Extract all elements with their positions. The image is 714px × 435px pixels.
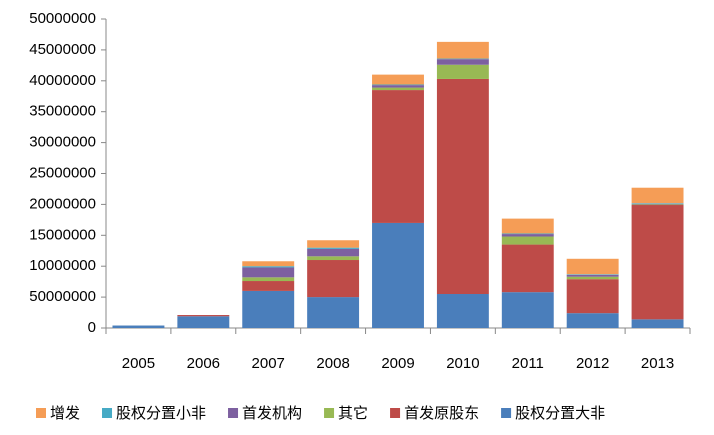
bar-segment <box>631 205 684 320</box>
bar-segment <box>242 277 295 282</box>
bar-segment <box>307 240 360 248</box>
bar-segment <box>501 292 554 328</box>
bar-segment <box>177 315 230 317</box>
y-tick-label: 30000000 <box>29 134 96 151</box>
y-tick-label: 50000000 <box>29 10 96 27</box>
legend-label: 首发机构 <box>242 405 302 422</box>
bar-segment <box>566 279 619 314</box>
x-tick-label: 2013 <box>641 355 674 372</box>
bar-segment <box>566 274 619 275</box>
bar-segment <box>242 261 295 267</box>
y-tick-label: 20000000 <box>29 195 96 212</box>
bar-segment <box>566 276 619 280</box>
y-tick-label: 50000000 <box>29 288 96 305</box>
bar-segment <box>501 236 554 245</box>
x-tick-label: 2010 <box>446 355 479 372</box>
bar-segment <box>372 85 424 88</box>
x-tick-label: 2005 <box>122 355 155 372</box>
bar-segment <box>307 256 360 261</box>
bar-segment <box>307 297 360 328</box>
bar-segment <box>372 84 424 86</box>
bar-segment <box>307 248 360 257</box>
bar-segment <box>566 313 619 328</box>
bar-segment <box>242 266 295 268</box>
y-tick-label: 10000000 <box>29 257 96 274</box>
x-tick-label: 2008 <box>316 355 349 372</box>
bar-segment <box>436 41 489 59</box>
x-tick-label: 2007 <box>252 355 285 372</box>
legend-label: 增发 <box>50 405 80 422</box>
bar-segment <box>242 267 295 278</box>
bar-segment <box>372 74 424 85</box>
bar-segment <box>566 274 619 277</box>
bar-segment <box>372 87 424 91</box>
bar-segment <box>436 58 489 60</box>
bar-segment <box>372 90 424 223</box>
y-tick-label: 45000000 <box>29 41 96 58</box>
bar-segment <box>112 325 165 328</box>
x-tick-label: 2011 <box>512 355 544 372</box>
x-tick-label: 2006 <box>187 355 220 372</box>
legend-label: 股权分置小非 <box>116 405 206 422</box>
bar-segment <box>501 244 554 293</box>
y-tick-label: 35000000 <box>29 103 96 120</box>
legend-swatch <box>324 408 335 418</box>
bar-segment <box>631 203 684 205</box>
bar-segment <box>177 316 230 328</box>
x-tick-label: 2012 <box>576 355 609 372</box>
bar-segment <box>631 319 684 328</box>
bar-segment <box>566 258 619 275</box>
y-tick-label: 40000000 <box>29 72 96 89</box>
bar-segment <box>436 59 489 65</box>
y-tick-label: 15000000 <box>29 226 96 243</box>
legend-label: 股权分置大非 <box>515 405 605 422</box>
bar-segment <box>631 204 684 206</box>
bar-segment <box>436 294 489 328</box>
legend-swatch <box>36 408 46 418</box>
bar-segment <box>436 64 489 79</box>
legend-label: 其它 <box>338 404 368 422</box>
bar-segment <box>501 234 554 237</box>
legend-swatch <box>390 408 401 418</box>
bar-segment <box>307 247 360 249</box>
legend-swatch <box>501 408 512 418</box>
bar-segment <box>631 187 684 204</box>
y-tick-label: 25000000 <box>29 164 96 181</box>
bar-segment <box>242 281 295 291</box>
y-tick-label: 0 <box>88 319 96 336</box>
bar-segment <box>501 233 554 235</box>
legend-swatch <box>102 408 113 418</box>
x-tick-label: 2009 <box>381 355 414 372</box>
bar-segment <box>436 78 489 295</box>
bar-segment <box>631 203 684 204</box>
bar-segment <box>242 290 295 328</box>
bar-segment <box>501 218 554 234</box>
bar-segment <box>307 260 360 298</box>
legend-label: 首发原股东 <box>404 405 479 422</box>
legend-swatch <box>228 408 239 418</box>
bar-segment <box>372 222 424 328</box>
